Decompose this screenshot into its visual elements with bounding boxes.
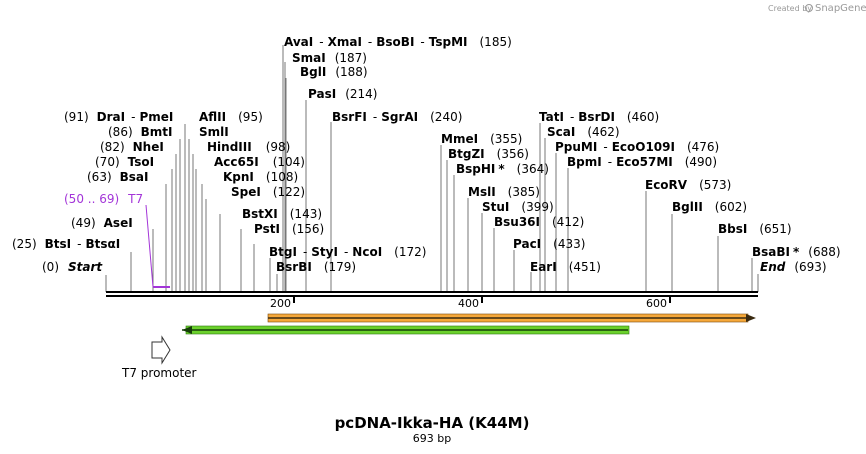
enzyme-label-bmti[interactable]: (86) BmtI (108, 125, 173, 139)
enzyme-label-btgzi[interactable]: BtgZI (356) (448, 147, 529, 161)
enzyme-label-end[interactable]: End (693) (760, 260, 827, 274)
ruler-label-200: 200 (270, 297, 291, 310)
enzyme-label-start[interactable]: (0) Start (42, 260, 103, 274)
enzyme-label-msli[interactable]: MslI (385) (468, 185, 540, 199)
map-title: pcDNA-Ikka-HA (K44M) (335, 414, 530, 432)
t7-promoter-label: T7 promoter (121, 366, 197, 380)
t7-site-label: (50 .. 69) T7 (64, 192, 143, 206)
dna-backbone[interactable] (106, 291, 758, 297)
ruler-label-600: 600 (646, 297, 667, 310)
enzyme-label-smli[interactable]: SmlI (199, 125, 229, 139)
credit-brand: SnapGene (815, 3, 866, 14)
enzyme-label-scai[interactable]: ScaI (462) (547, 125, 620, 139)
enzyme-label-ecorv[interactable]: EcoRV (573) (645, 178, 731, 192)
enzyme-label-bsphi[interactable]: BspHI * (364) (456, 162, 549, 176)
enzyme-label-acc65i[interactable]: Acc65I (104) (214, 155, 305, 169)
enzyme-label-smai[interactable]: SmaI (187) (292, 51, 367, 65)
enzyme-label-stui[interactable]: StuI (399) (482, 200, 554, 214)
enzyme-label-eari[interactable]: EarI (451) (530, 260, 601, 274)
enzyme-label-bglii[interactable]: BglII (602) (672, 200, 747, 214)
enzyme-label-ppumi[interactable]: PpuMI - EcoO109I (476) (555, 140, 719, 154)
enzyme-label-aflii[interactable]: AflII (95) (199, 110, 263, 124)
enzyme-label-bstxi[interactable]: BstXI (143) (242, 207, 322, 221)
green-feature-arrow[interactable] (182, 325, 630, 335)
ruler-ticks (293, 296, 671, 303)
enzyme-label-hindiii[interactable]: HindIII (98) (207, 140, 290, 154)
enzyme-label-psti[interactable]: PstI (156) (254, 222, 324, 236)
enzyme-label-btgi[interactable]: BtgI - StyI - NcoI (172) (269, 245, 426, 259)
enzyme-label-mmei[interactable]: MmeI (355) (441, 132, 522, 146)
enzyme-label-spei[interactable]: SpeI (122) (231, 185, 305, 199)
enzyme-label-tati[interactable]: TatI - BsrDI (460) (539, 110, 659, 124)
ruler-label-400: 400 (458, 297, 479, 310)
enzyme-label-pasi[interactable]: PasI (214) (308, 87, 377, 101)
enzyme-label-bbsi[interactable]: BbsI (651) (718, 222, 792, 236)
credit-prefix: Created by (768, 4, 812, 13)
enzyme-label-bsu36i[interactable]: Bsu36I (412) (494, 215, 584, 229)
enzyme-label-bsai[interactable]: (63) BsaI (87, 170, 149, 184)
enzyme-label-bpmi[interactable]: BpmI - Eco57MI (490) (567, 155, 717, 169)
map-length: 693 bp (413, 432, 451, 445)
t7-site-marker (145, 204, 170, 288)
enzyme-label-avai[interactable]: AvaI - XmaI - BsoBI - TspMI (185) (284, 35, 512, 49)
enzyme-label-bsabi[interactable]: BsaBI * (688) (752, 245, 841, 259)
enzyme-label-bgli[interactable]: BglI (188) (300, 65, 368, 79)
enzyme-label-asei[interactable]: (49) AseI (71, 216, 133, 230)
enzyme-label-kpni[interactable]: KpnI (108) (223, 170, 298, 184)
enzyme-label-bsrfi[interactable]: BsrFI - SgrAI (240) (332, 110, 462, 124)
orange-feature-arrow[interactable] (267, 313, 756, 323)
enzyme-label-bsrbi[interactable]: BsrBI (179) (276, 260, 356, 274)
snapgene-logo-icon (805, 4, 813, 12)
cut-site-lines (105, 45, 759, 292)
enzyme-label-drai[interactable]: (91) DraI - PmeI (64, 110, 173, 124)
enzyme-label-tsoi[interactable]: (70) TsoI (95, 155, 154, 169)
t7-promoter-arrow-icon[interactable] (151, 335, 171, 365)
enzyme-label-btsi[interactable]: (25) BtsI - BtsαI (12, 237, 120, 251)
enzyme-label-paci[interactable]: PacI (433) (513, 237, 585, 251)
enzyme-label-nhei[interactable]: (82) NheI (100, 140, 164, 154)
